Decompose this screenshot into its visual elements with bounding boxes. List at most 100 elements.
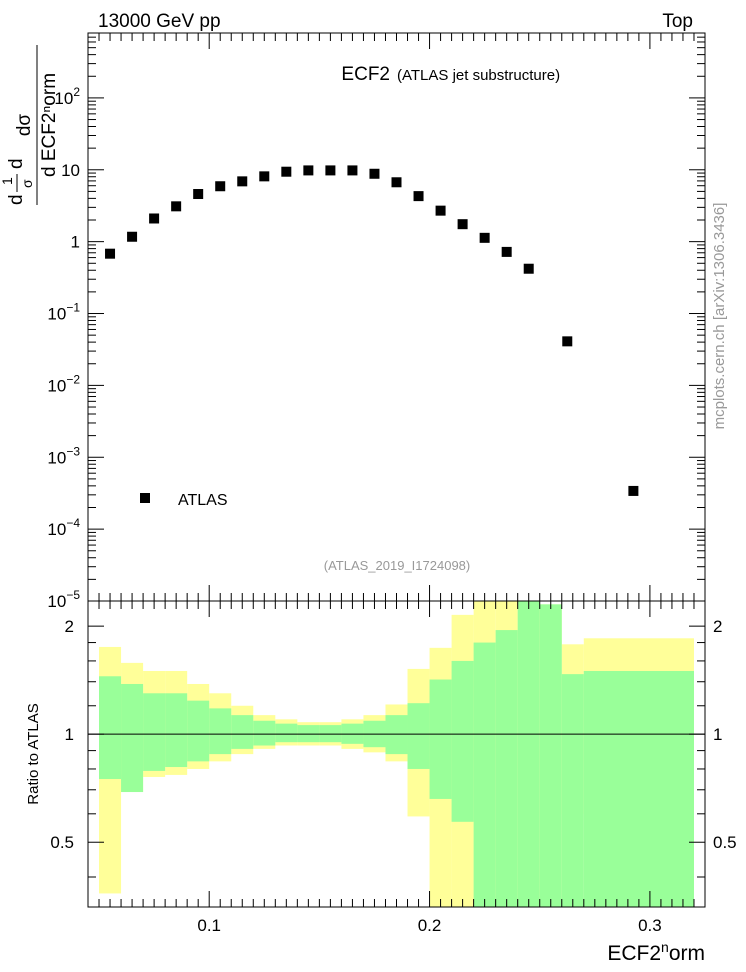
- x-axis-label: ECF2norm: [607, 939, 705, 965]
- main-y-tick-exp: 2: [73, 85, 80, 99]
- legend-marker: [140, 493, 150, 503]
- data-point: [413, 191, 424, 202]
- ylabel-prefix-den: σ: [19, 179, 35, 188]
- main-y-tick-base: 10: [47, 520, 66, 539]
- main-y-tick-exp: −1: [66, 301, 80, 315]
- data-point: [347, 165, 358, 176]
- ylabel-frac-top: dσ: [14, 114, 35, 137]
- x-tick-label: 0.2: [418, 916, 442, 935]
- data-point: [479, 232, 490, 243]
- green-band-bin: [473, 642, 496, 907]
- green-band-bin: [231, 715, 254, 749]
- ratio-y-tick-label-right: 1: [713, 725, 722, 744]
- x-axis-label-rest: orm: [669, 942, 705, 965]
- green-band-bin: [253, 720, 276, 746]
- green-band-bin: [319, 725, 342, 743]
- main-y-tick-base: 1: [71, 233, 80, 252]
- watermark: mcplots.cern.ch [arXiv:1306.3436]: [711, 203, 728, 430]
- main-y-tick-exp: −5: [66, 588, 80, 602]
- green-band-bin: [297, 725, 320, 743]
- green-band-bin: [539, 604, 562, 907]
- data-point: [237, 176, 248, 187]
- data-point: [303, 165, 314, 176]
- plot-title: ECF2: [341, 64, 390, 85]
- green-band-bin: [121, 683, 144, 793]
- green-band-bin: [165, 693, 188, 768]
- main-y-tick-exp: −2: [66, 372, 80, 386]
- main-x-ticks: [98, 33, 706, 601]
- main-y-tick-base: 10: [47, 448, 66, 467]
- main-y-tick-label: 10: [61, 161, 80, 180]
- ratio-y-tick-label-right: 2: [713, 617, 722, 636]
- green-band-bin: [143, 693, 166, 771]
- green-band-bin: [429, 679, 452, 799]
- header-left: 13000 GeV pp: [98, 11, 221, 32]
- main-y-tick-base: 10: [61, 161, 80, 180]
- green-band-bin: [209, 708, 232, 755]
- x-tick-label: 0.1: [197, 916, 221, 935]
- plot-subtitle: (ATLAS jet substructure): [397, 67, 560, 84]
- data-points: [105, 165, 639, 496]
- main-y-tick-label: 10−2: [47, 372, 80, 395]
- main-y-tick-label: 10−5: [47, 588, 80, 611]
- data-point: [171, 201, 182, 212]
- x-tick-label: 0.3: [638, 916, 662, 935]
- green-band-bin: [583, 670, 694, 907]
- ratio-y-tick-label: 1: [65, 725, 74, 744]
- main-y-tick-base: 10: [47, 376, 66, 395]
- main-y-tick-label: 10−4: [47, 516, 80, 539]
- main-y-tick-exp: −4: [66, 516, 80, 530]
- green-band-bin: [451, 660, 474, 822]
- main-y-tick-exp: −3: [66, 444, 80, 458]
- ratio-y-tick-label: 0.5: [50, 833, 74, 852]
- main-y-tick-label: 102: [54, 85, 80, 108]
- data-point: [259, 171, 270, 182]
- data-point: [435, 205, 446, 216]
- main-y-tick-label: 1: [71, 233, 80, 252]
- green-band-bin: [407, 703, 430, 769]
- data-point: [369, 168, 380, 179]
- main-plot-frame: [87, 32, 706, 602]
- data-point: [105, 248, 116, 259]
- ylabel-prefix-d: d: [6, 194, 27, 205]
- data-point: [523, 263, 534, 274]
- ylabel-frac-bottom: d ECF2ⁿorm: [39, 73, 60, 177]
- data-point: [457, 219, 468, 230]
- green-band-bin: [561, 674, 584, 907]
- header-right: Top: [662, 11, 693, 32]
- x-axis-label-sup: n: [661, 939, 669, 955]
- main-y-tick-base: 10: [54, 89, 73, 108]
- ratio-y-axis-label: Ratio to ATLAS: [25, 703, 42, 804]
- ylabel-prefix-num: 1: [0, 177, 15, 185]
- legend: ATLAS: [140, 492, 228, 509]
- green-band-bin: [99, 676, 122, 780]
- main-y-tick-base: 10: [47, 305, 66, 324]
- data-point: [325, 165, 336, 176]
- green-band-bin: [495, 630, 518, 907]
- ratio-ticks: 0.5 0.5 1 1 2 2 0.1 0.2 0.3: [50, 601, 737, 935]
- main-y-axis-prefix: d 1 σ d: [0, 158, 35, 205]
- analysis-id: (ATLAS_2019_I1724098): [324, 558, 470, 573]
- data-point: [149, 213, 160, 224]
- data-point: [127, 231, 138, 242]
- ratio-y-tick-label: 2: [65, 617, 74, 636]
- green-band-bin: [517, 601, 540, 907]
- data-point: [193, 189, 204, 200]
- ratio-y-tick-label-right: 0.5: [713, 833, 737, 852]
- data-point: [501, 246, 512, 257]
- main-y-tick-base: 10: [47, 592, 66, 611]
- data-point: [215, 181, 226, 192]
- main-y-axis-label: dσ d ECF2ⁿorm: [14, 45, 60, 205]
- main-y-tick-label: 10−3: [47, 444, 80, 467]
- x-axis-label-base: ECF2: [607, 942, 661, 965]
- ylabel-prefix-d2: d: [6, 158, 27, 169]
- ratio-bands: [99, 601, 694, 907]
- ratio-plot: 0.5 0.5 1 1 2 2 0.1 0.2 0.3 Ratio to ATLAS ECF2n…: [25, 600, 737, 965]
- green-band-bin: [187, 700, 210, 762]
- legend-label: ATLAS: [178, 492, 228, 509]
- main-y-tick-label: 10−1: [47, 301, 80, 324]
- green-band-bin: [275, 723, 298, 743]
- data-point: [562, 336, 573, 347]
